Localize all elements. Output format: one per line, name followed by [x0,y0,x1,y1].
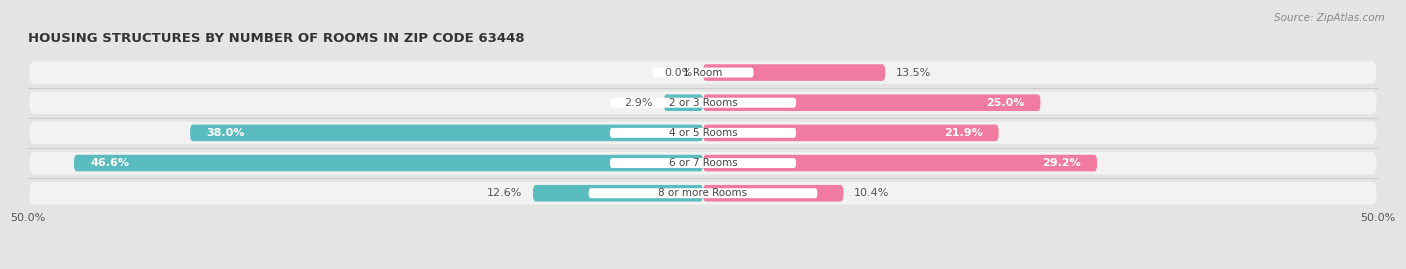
Text: 12.6%: 12.6% [486,188,522,198]
FancyBboxPatch shape [703,94,1040,111]
Text: 46.6%: 46.6% [90,158,129,168]
FancyBboxPatch shape [30,182,1376,204]
FancyBboxPatch shape [533,185,703,201]
Text: 29.2%: 29.2% [1042,158,1081,168]
FancyBboxPatch shape [703,125,998,141]
FancyBboxPatch shape [30,91,1376,114]
FancyBboxPatch shape [610,158,796,168]
Text: 2.9%: 2.9% [624,98,652,108]
Text: HOUSING STRUCTURES BY NUMBER OF ROOMS IN ZIP CODE 63448: HOUSING STRUCTURES BY NUMBER OF ROOMS IN… [28,32,524,45]
FancyBboxPatch shape [703,64,886,81]
FancyBboxPatch shape [190,125,703,141]
Text: 21.9%: 21.9% [943,128,983,138]
FancyBboxPatch shape [610,128,796,138]
FancyBboxPatch shape [30,61,1376,84]
Text: 13.5%: 13.5% [896,68,931,77]
Text: 38.0%: 38.0% [207,128,245,138]
FancyBboxPatch shape [30,122,1376,144]
FancyBboxPatch shape [703,185,844,201]
FancyBboxPatch shape [652,68,754,77]
FancyBboxPatch shape [30,152,1376,174]
Text: 10.4%: 10.4% [855,188,890,198]
Text: 25.0%: 25.0% [986,98,1024,108]
FancyBboxPatch shape [610,98,796,108]
Text: 8 or more Rooms: 8 or more Rooms [658,188,748,198]
FancyBboxPatch shape [703,155,1097,171]
Text: 0.0%: 0.0% [664,68,692,77]
FancyBboxPatch shape [664,94,703,111]
Text: Source: ZipAtlas.com: Source: ZipAtlas.com [1274,13,1385,23]
FancyBboxPatch shape [75,155,703,171]
Text: 4 or 5 Rooms: 4 or 5 Rooms [669,128,737,138]
Text: 1 Room: 1 Room [683,68,723,77]
Text: 2 or 3 Rooms: 2 or 3 Rooms [669,98,737,108]
Text: 6 or 7 Rooms: 6 or 7 Rooms [669,158,737,168]
FancyBboxPatch shape [589,188,817,198]
